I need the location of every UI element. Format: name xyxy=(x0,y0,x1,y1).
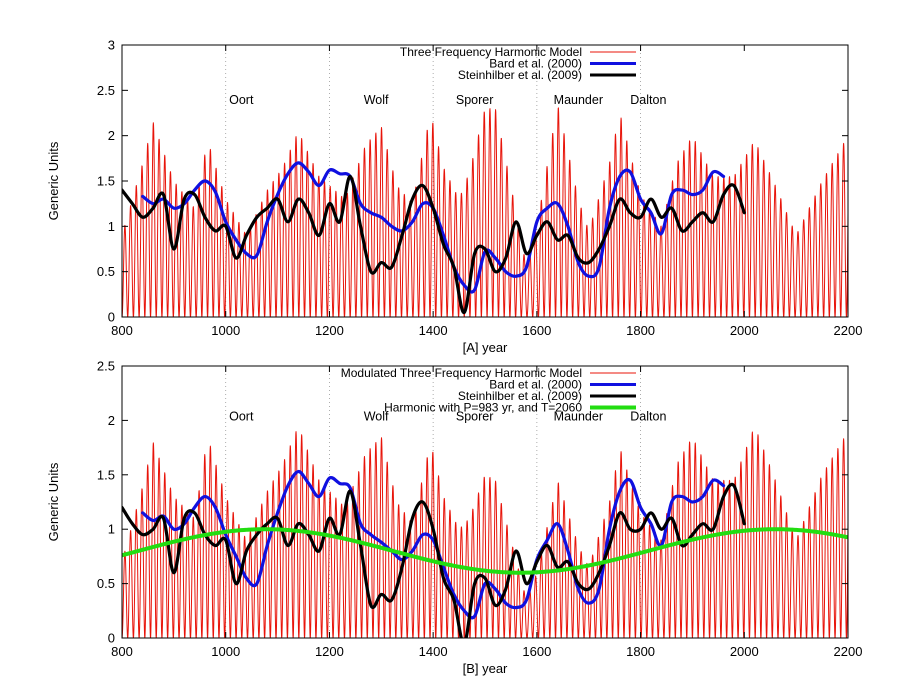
panel-a-annotations: Oort Wolf Sporer Maunder Dalton xyxy=(229,93,666,107)
panel-b-y-tick-label: 0.5 xyxy=(97,576,115,591)
panel-a-y-tick-label: 1 xyxy=(108,219,115,234)
panel-a-annotation-oort: Oort xyxy=(229,93,254,107)
panel-b-y-tick-label: 2 xyxy=(108,413,115,428)
panel-a-y-tick-label: 1.5 xyxy=(97,174,115,189)
panel-a-x-tick-label: 2000 xyxy=(730,323,759,338)
panel-b-x-tick-label: 2000 xyxy=(730,644,759,659)
panel-b-y-tick-label: 1.5 xyxy=(97,467,115,482)
panel-b-annotation-wolf: Wolf xyxy=(364,409,389,423)
panel-a-y-tick-label: 2 xyxy=(108,128,115,143)
panel-b-series-bard-et-al-2000 xyxy=(141,469,726,620)
panel-a-x-tick-label: 1000 xyxy=(211,323,240,338)
panel-a-axes: 800 1000 1200 1400 1600 1800 2000 2200 0 0.5 1 1.5 2… xyxy=(97,38,863,339)
panel-b-x-tick-label: 1000 xyxy=(211,644,240,659)
panel-b-legend-label-steinhilber-et-al-2009: Steinhilber et al. (2009) xyxy=(458,389,582,403)
panel-b-legend-label-modulated-three-frequency-harmonic-model: Modulated Three Frequency Harmonic Model xyxy=(341,366,582,380)
panel-a-grid xyxy=(225,45,641,317)
panel-b-y-tick-label: 1 xyxy=(108,522,115,537)
panel-b-y-tick-label: 0 xyxy=(108,631,115,646)
panel-a-x-tick-label: 800 xyxy=(111,323,133,338)
panel-b-x-axis-label: [B] year xyxy=(463,661,508,676)
panel-b-annotation-dalton: Dalton xyxy=(630,409,666,423)
panel-a-x-tick-label: 1600 xyxy=(522,323,551,338)
panel-a-y-tick-label: 3 xyxy=(108,38,115,53)
panel-a-series-steinhilber-et-al-2009 xyxy=(122,174,746,315)
panel-b-axes: 800 1000 1200 1400 1600 1800 2000 2200 0 0.5 1 1.5 2… xyxy=(97,359,863,660)
panel-b-y-axis-label: Generic Units xyxy=(46,462,61,541)
panel-a-annotation-wolf: Wolf xyxy=(364,93,389,107)
panel-a-chart: 800 1000 1200 1400 1600 1800 2000 2200 0 0.5 1 1.5 2… xyxy=(46,38,862,356)
panel-a-legend-label-bard-et-al-2000: Bard et al. (2000) xyxy=(489,57,582,71)
panel-b-plot-area xyxy=(122,431,848,638)
panel-b-x-tick-label: 1800 xyxy=(626,644,655,659)
panel-b-x-tick-label: 800 xyxy=(111,644,133,659)
panel-a-plot-area xyxy=(122,107,848,317)
panel-b-x-tick-label: 2200 xyxy=(834,644,863,659)
panel-b-legend-label-harmonic-with-p-983-yr-and-t-2060: Harmonic with P=983 yr, and T=2060 xyxy=(384,401,582,415)
panel-b-series-steinhilber-et-al-2009 xyxy=(122,482,746,638)
panel-b-annotation-oort: Oort xyxy=(229,409,254,423)
panel-a-y-tick-label: 0.5 xyxy=(97,264,115,279)
panel-a-legend-label-three-frequency-harmonic-model: Three Frequency Harmonic Model xyxy=(400,45,582,59)
panel-a-x-tick-label: 1200 xyxy=(315,323,344,338)
panel-a-annotation-dalton: Dalton xyxy=(630,93,666,107)
panel-a-y-tick-label: 2.5 xyxy=(97,83,115,98)
panel-b-x-tick-label: 1600 xyxy=(522,644,551,659)
panel-b-frame xyxy=(121,365,849,639)
panel-a-y-tick-label: 0 xyxy=(108,310,115,325)
panel-b-x-tick-label: 1200 xyxy=(315,644,344,659)
panel-b-annotation-maunder: Maunder xyxy=(554,409,603,423)
panel-b-series-harmonic-with-p-983-yr-and-t-2060 xyxy=(122,527,848,575)
panel-a-x-tick-label: 1400 xyxy=(419,323,448,338)
panel-a-x-axis-label: [A] year xyxy=(463,340,508,355)
panel-a-x-tick-label: 1800 xyxy=(626,323,655,338)
panel-a-x-tick-label: 2200 xyxy=(834,323,863,338)
panel-b-series-modulated-three-frequency-harmonic-model xyxy=(122,431,848,638)
panel-a-annotation-sporer: Sporer xyxy=(456,93,494,107)
panel-b-x-tick-label: 1400 xyxy=(419,644,448,659)
panel-b-y-tick-label: 2.5 xyxy=(97,359,115,374)
panel-b-annotations: Oort Wolf Sporer Maunder Dalton xyxy=(229,409,666,423)
panel-b-chart: 800 1000 1200 1400 1600 1800 2000 2200 0 0.5 1 1.5 2… xyxy=(46,359,862,677)
panel-b-legend: Modulated Three Frequency Harmonic Model… xyxy=(341,366,636,415)
panel-a-legend-label-steinhilber-et-al-2009: Steinhilber et al. (2009) xyxy=(458,68,582,82)
panel-a-annotation-maunder: Maunder xyxy=(554,93,603,107)
panel-a-y-axis-label: Generic Units xyxy=(46,141,61,220)
panel-b-annotation-sporer: Sporer xyxy=(456,409,494,423)
panel-a-series-three-frequency-harmonic-model xyxy=(122,107,848,317)
panel-b-legend-label-bard-et-al-2000: Bard et al. (2000) xyxy=(489,378,582,392)
